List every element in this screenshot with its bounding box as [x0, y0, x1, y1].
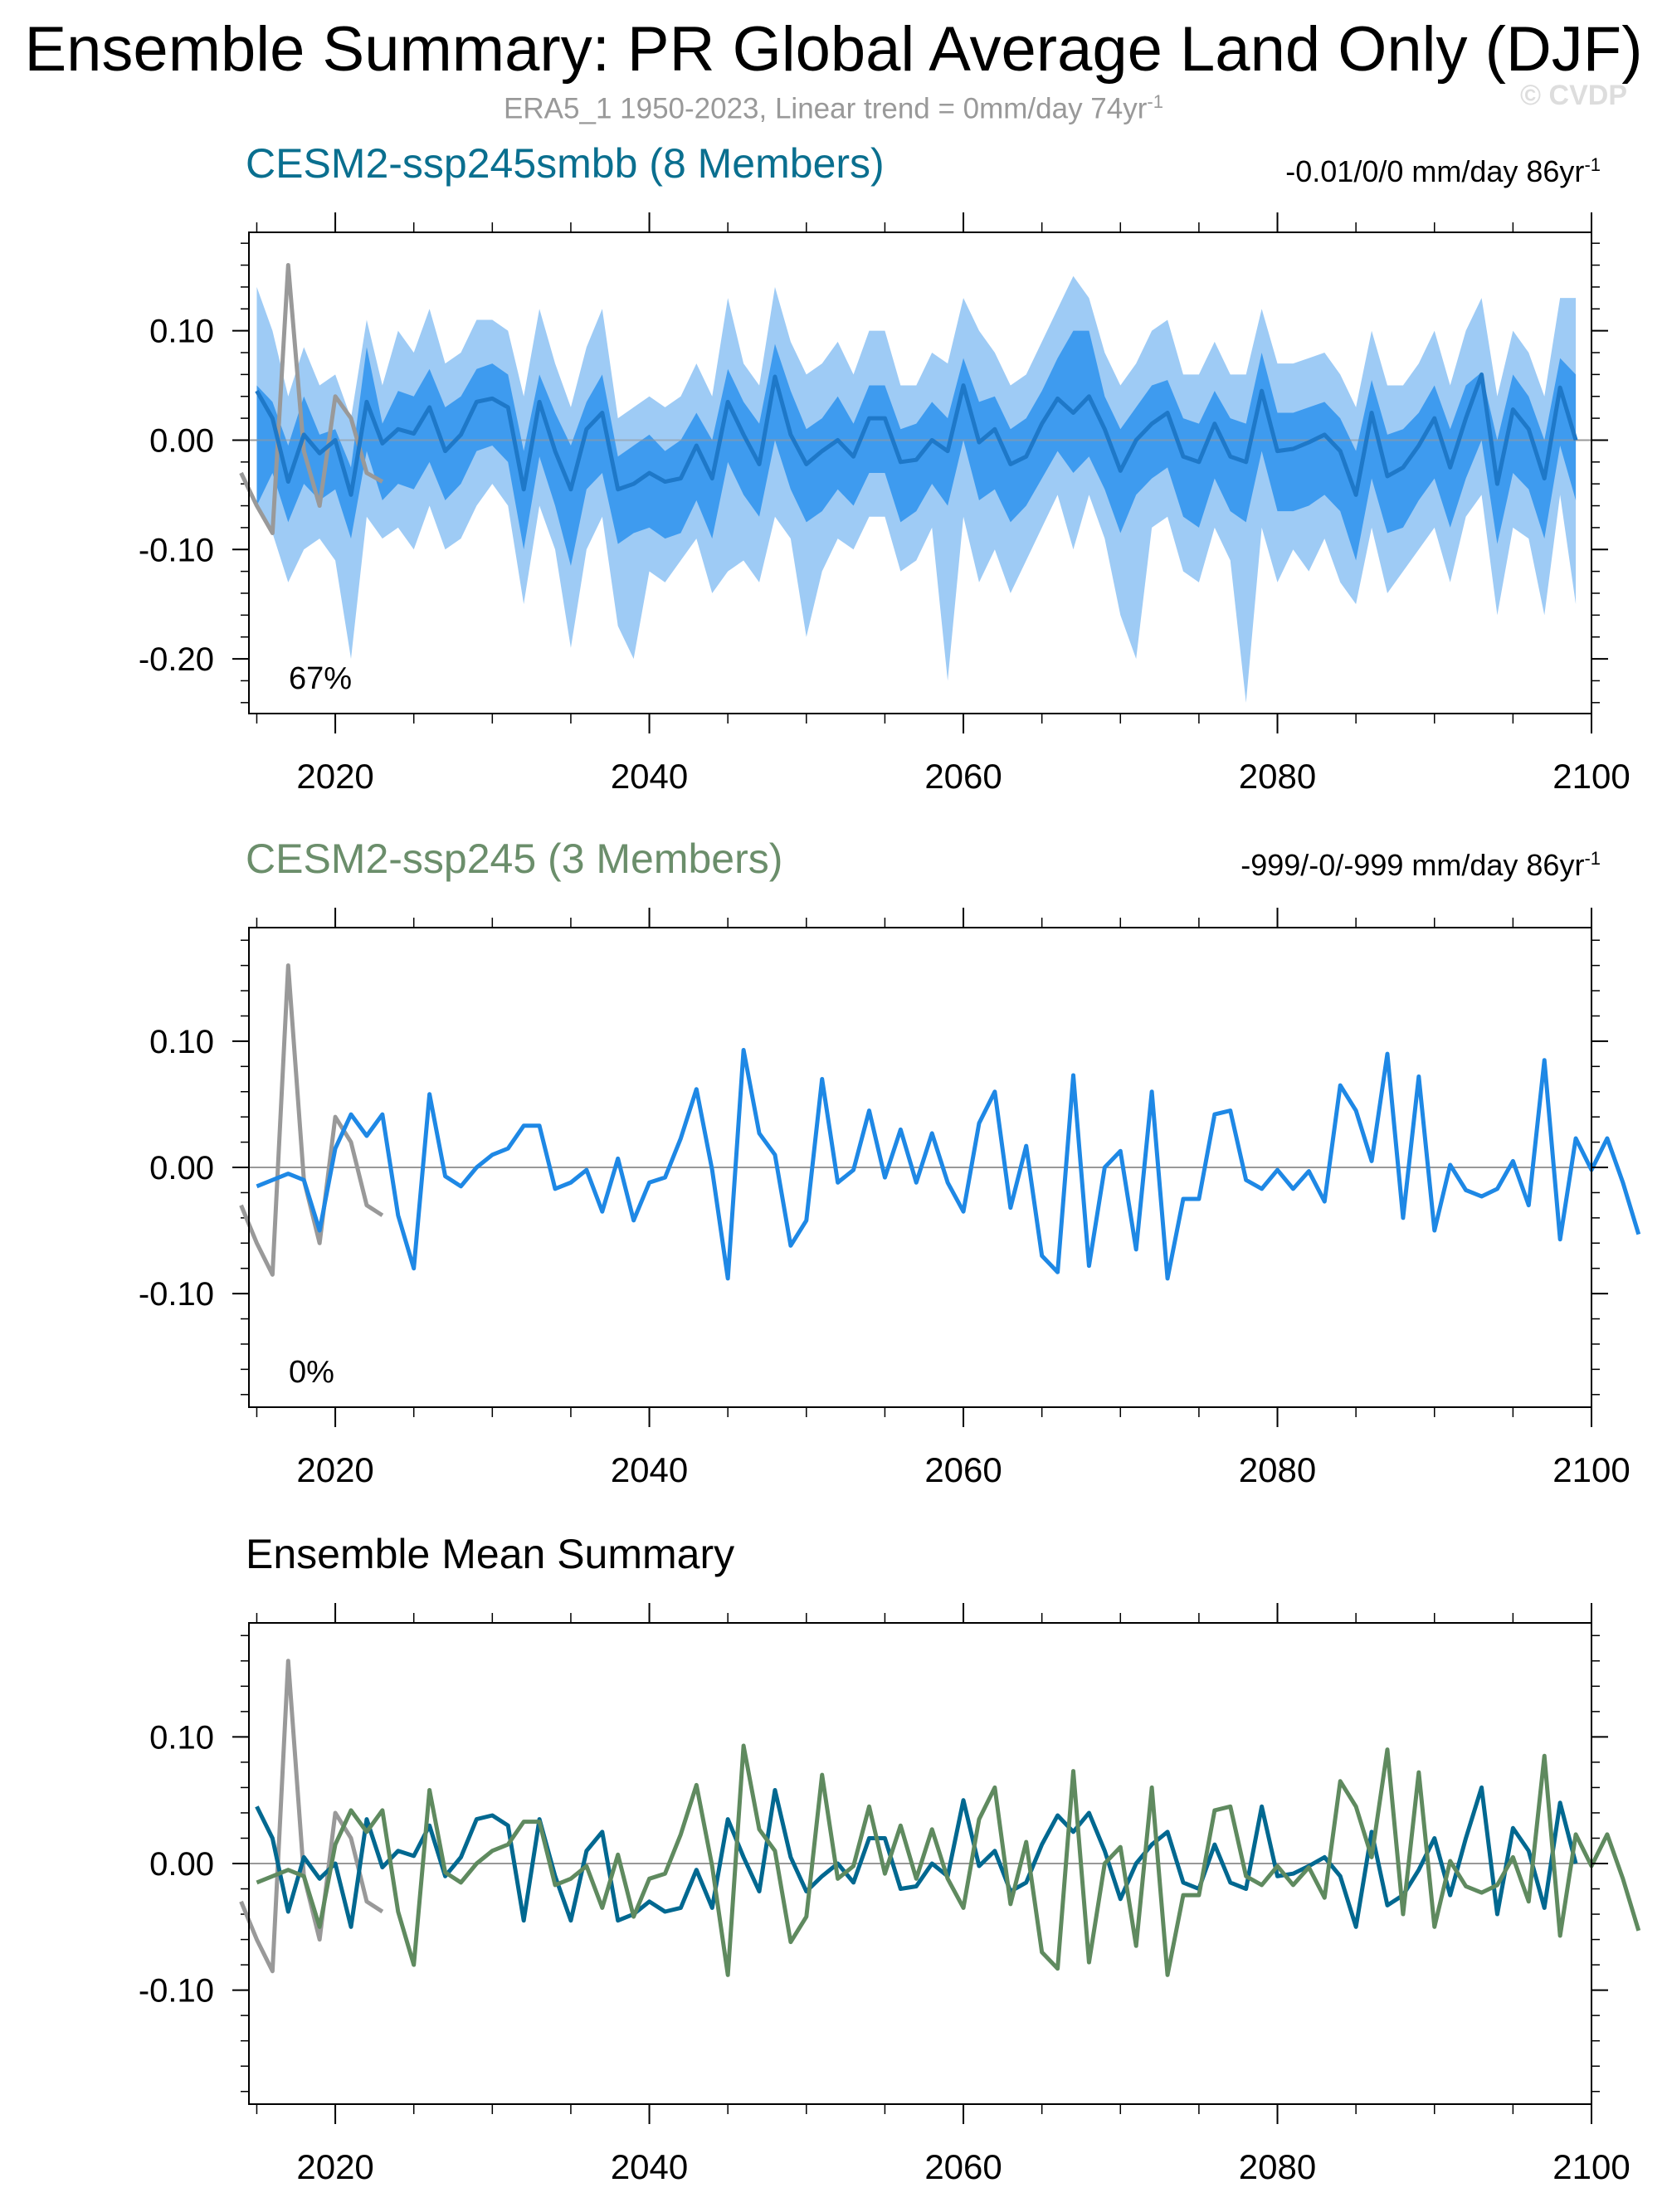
panel2-title: CESM2-ssp245 (3 Members) [246, 836, 783, 882]
panel2-trend-sup: -1 [1584, 848, 1601, 869]
y-tick-label: 0.10 [149, 314, 214, 350]
ensemble-mean-line [256, 1048, 1641, 1281]
panel-1: 0.10 0.00 -0.10 -0.20 2020 2040 2060 2080 2100 67… [139, 212, 1630, 796]
spread-band-inner [256, 330, 1577, 567]
x-tick-label: 2080 [1239, 1450, 1316, 1489]
observations-subtitle: ERA5_1 1950-2023, Linear trend = 0mm/day… [0, 93, 1667, 124]
cvdp-watermark: © CVDP [1520, 80, 1627, 111]
y-tick-label: 0.10 [149, 1719, 214, 1756]
y-tick-label: -0.10 [139, 1973, 214, 2010]
x-tick-label: 2020 [296, 2147, 373, 2186]
observations-line [239, 963, 384, 1277]
x-tick-label: 2060 [924, 2147, 1002, 2186]
page-title: Ensemble Summary: PR Global Average Land… [24, 14, 1643, 85]
panel-2: 0.10 0.00 -0.10 2020 2040 2060 2080 2100 0% [139, 908, 1641, 1489]
ensemble-mean-line-smbb [255, 1785, 1578, 1929]
y-tick-label: 0.00 [149, 1150, 214, 1186]
y-tick-label: -0.10 [139, 532, 214, 568]
percent-label: 67% [289, 661, 352, 696]
x-tick-label: 2100 [1552, 2147, 1630, 2186]
ensemble-mean-line-ssp245 [256, 1743, 1641, 1977]
ensemble-mean-line [255, 372, 1578, 497]
subtitle-text: ERA5_1 1950-2023, Linear trend = 0mm/day… [504, 92, 1148, 125]
x-tick-label: 2060 [924, 1450, 1002, 1489]
panel1-trend: -0.01/0/0 mm/day 86yr-1 [1285, 156, 1601, 187]
y-tick-label: 0.00 [149, 1846, 214, 1883]
x-tick-label: 2020 [296, 757, 373, 796]
panel2-trend: -999/-0/-999 mm/day 86yr-1 [1241, 850, 1601, 880]
x-tick-label: 2080 [1239, 2147, 1316, 2186]
y-tick-label: -0.20 [139, 641, 214, 678]
x-tick-label: 2040 [611, 757, 688, 796]
panel-3: 0.10 0.00 -0.10 2020 2040 2060 2080 2100 [139, 1603, 1641, 2186]
panel1-title: CESM2-ssp245smbb (8 Members) [246, 140, 885, 187]
panel1-trend-sup: -1 [1584, 154, 1601, 175]
x-tick-label: 2100 [1552, 757, 1630, 796]
x-tick-label: 2040 [611, 2147, 688, 2186]
x-tick-label: 2100 [1552, 1450, 1630, 1489]
panel2-trend-text: -999/-0/-999 mm/day 86yr [1241, 848, 1585, 882]
x-tick-label: 2060 [924, 757, 1002, 796]
plot-frame [248, 231, 1592, 714]
y-tick-label: 0.10 [149, 1024, 214, 1060]
y-tick-label: 0.00 [149, 422, 214, 459]
x-tick-label: 2040 [611, 1450, 688, 1489]
panel1-trend-text: -0.01/0/0 mm/day 86yr [1285, 154, 1585, 188]
percent-label: 0% [289, 1355, 334, 1390]
panel3-title: Ensemble Mean Summary [246, 1531, 735, 1577]
x-tick-label: 2080 [1239, 757, 1316, 796]
x-tick-label: 2020 [296, 1450, 373, 1489]
y-tick-label: -0.10 [139, 1276, 214, 1313]
subtitle-superscript: -1 [1147, 91, 1163, 112]
